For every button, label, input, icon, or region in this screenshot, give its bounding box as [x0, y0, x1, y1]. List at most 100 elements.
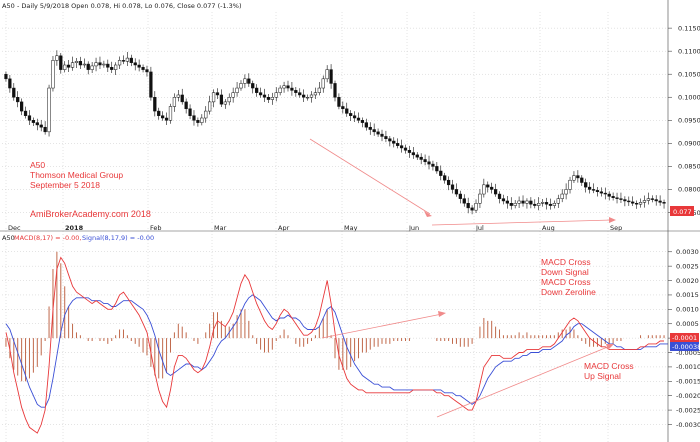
candle-down	[380, 133, 384, 137]
candle-down	[415, 154, 419, 158]
month-label: Mar	[214, 224, 227, 232]
anno-down-1: MACD Cross	[541, 257, 591, 267]
candle-up	[317, 87, 321, 93]
candle-down	[658, 200, 662, 203]
macd-ytick-label: -0.0005	[676, 349, 700, 357]
candle-down	[607, 193, 611, 197]
candle-up	[172, 97, 177, 107]
candle-down	[490, 186, 494, 190]
candle-down	[341, 106, 345, 110]
macd-trendline-2	[436, 345, 611, 418]
candle-down	[121, 60, 126, 62]
candle-down	[376, 131, 380, 135]
signal-last-value: -0.00038	[672, 343, 700, 351]
candle-down	[161, 115, 165, 119]
candle-down	[392, 140, 396, 144]
macd-last-badges: -0.0001 -0.00038	[670, 333, 700, 351]
candle-up	[321, 78, 325, 89]
candle-down	[435, 166, 439, 172]
candle-up	[74, 61, 79, 63]
candle-down	[466, 203, 470, 209]
macd-ytick-label: 0.0005	[676, 320, 699, 328]
candle-down	[262, 94, 267, 98]
candle-up	[47, 87, 51, 133]
candle-down	[505, 200, 509, 204]
candle-up	[642, 200, 647, 203]
candle-down	[599, 191, 603, 194]
candle-down	[454, 189, 459, 195]
candle-down	[188, 108, 192, 116]
macd-header-signal: Signal(8,17,9) = -0.00	[82, 234, 154, 242]
candle-down	[23, 110, 28, 116]
candle-down	[184, 101, 188, 110]
candle-down	[501, 198, 506, 202]
candle-up	[556, 198, 560, 204]
candle-up	[82, 63, 86, 66]
candle-up	[90, 65, 94, 70]
macd-ytick-label: 0.0025	[676, 262, 699, 270]
price-ytick-label: 0.0900	[678, 140, 700, 148]
candle-up	[114, 64, 118, 70]
candle-down	[43, 126, 47, 133]
trendline-arrowhead	[606, 344, 614, 350]
macd-ytick-label: -0.0025	[676, 406, 700, 414]
month-label: Feb	[150, 224, 162, 232]
candle-up	[325, 69, 329, 80]
candle-up	[239, 83, 243, 89]
candle-down	[337, 97, 341, 107]
candle-up	[274, 92, 278, 98]
macd-ytick-label: -0.0010	[676, 363, 700, 371]
candle-down	[403, 147, 408, 151]
candle-down	[431, 163, 435, 167]
month-label: Apr	[278, 224, 290, 232]
candle-up	[223, 101, 227, 105]
candle-up	[525, 200, 529, 204]
candle-down	[372, 129, 376, 133]
candle-down	[349, 113, 353, 116]
macd-pane: 0.00300.00250.00200.00150.00100.00050.00…	[2, 234, 700, 434]
watermark: AmiBrokerAcademy.com 2018	[30, 209, 151, 219]
candle-down	[286, 85, 290, 89]
candle-up	[211, 92, 216, 103]
candle-down	[493, 189, 498, 195]
anno-up-2: Up Signal	[584, 371, 621, 381]
candle-down	[266, 97, 271, 100]
price-header-info: - Daily 5/9/2018 Open 0.078, Hi 0.078, L…	[17, 2, 242, 10]
macd-ytick-label: -0.0020	[676, 392, 700, 400]
candle-down	[4, 73, 8, 80]
candle-up	[540, 202, 545, 204]
candle-down	[133, 62, 137, 66]
candle-down	[255, 87, 259, 93]
candle-down	[446, 179, 451, 186]
candle-up	[560, 193, 564, 199]
candle-down	[486, 184, 490, 188]
signal-line	[5, 294, 668, 408]
candle-down	[631, 201, 635, 204]
macd-last-value: -0.0001	[672, 334, 697, 342]
candle-down	[615, 197, 619, 199]
candle-down	[368, 126, 372, 130]
candle-down	[153, 97, 157, 112]
candle-down	[399, 145, 404, 149]
candle-down	[345, 108, 349, 114]
candle-down	[31, 120, 35, 123]
candle-down	[180, 94, 184, 103]
candle-down	[364, 122, 368, 128]
candle-down	[360, 120, 365, 123]
macd-ytick-label: -0.0030	[676, 421, 700, 429]
candle-down	[39, 124, 43, 128]
candle-up	[478, 193, 482, 204]
last-price-badge: 0.077	[670, 206, 694, 216]
candle-down	[27, 115, 32, 121]
candle-down	[247, 78, 251, 84]
candle-down	[141, 67, 145, 70]
candle-down	[258, 92, 263, 96]
candle-down	[419, 156, 423, 160]
candle-down	[137, 64, 141, 68]
candle-down	[16, 97, 20, 103]
macd-line	[5, 256, 664, 434]
candle-down	[157, 110, 161, 116]
candle-down	[98, 62, 102, 66]
candle-down	[384, 136, 388, 139]
